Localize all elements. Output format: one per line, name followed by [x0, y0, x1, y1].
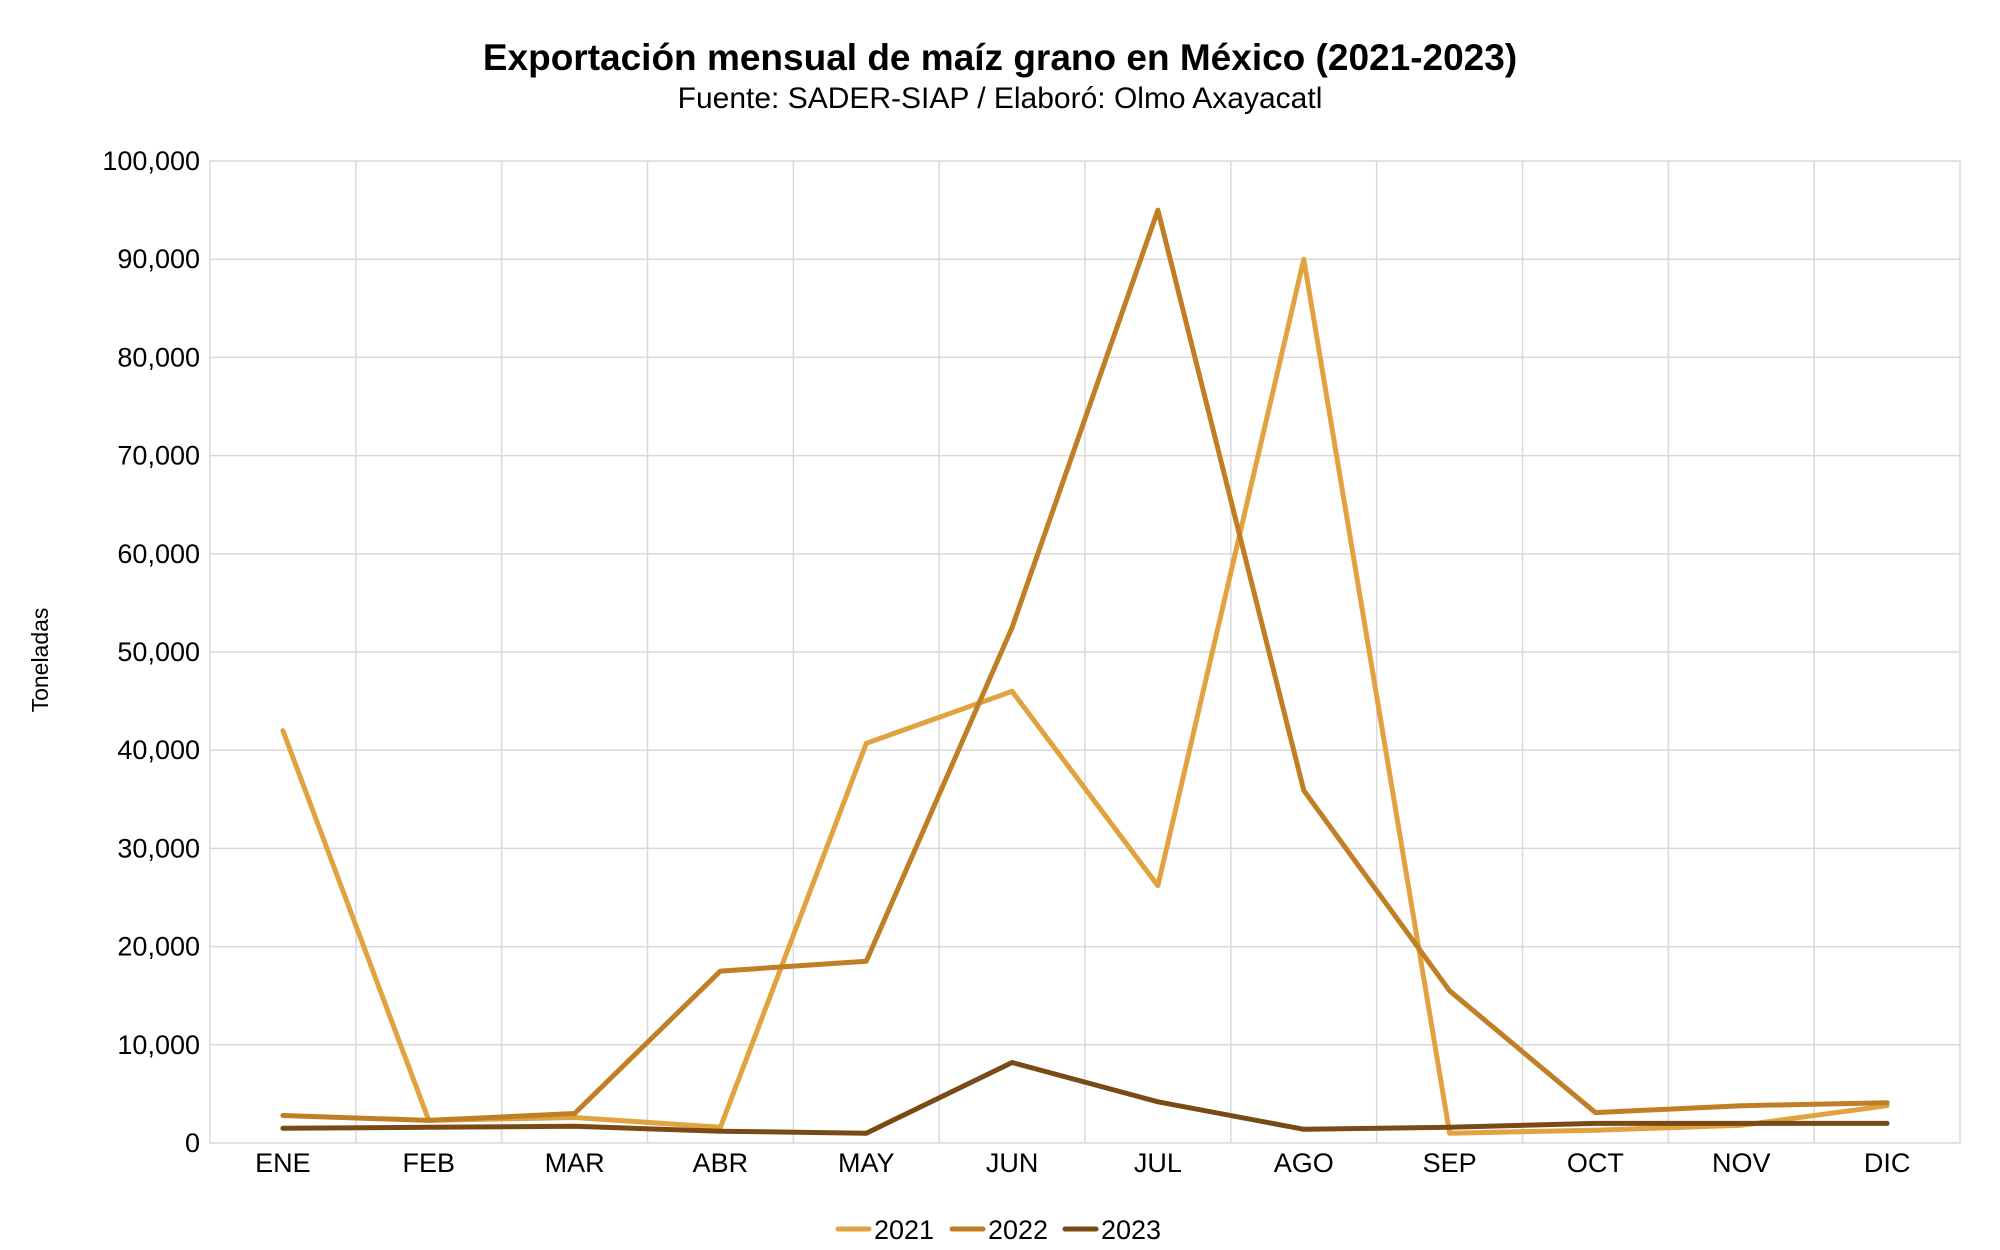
x-tick-label: ABR: [693, 1148, 749, 1178]
y-axis-title: Toneladas: [27, 608, 53, 713]
legend-label: 2021: [874, 1215, 934, 1245]
series-2021: [280, 256, 1890, 1136]
legend-item-2022: 2022: [949, 1215, 1048, 1245]
y-tick-label: 50,000: [117, 637, 200, 667]
x-tick-label: FEB: [402, 1148, 455, 1178]
x-tick-label: DIC: [1864, 1148, 1911, 1178]
chart-subtitle: Fuente: SADER-SIAP / Elaboró: Olmo Axaya…: [678, 82, 1323, 115]
chart-title: Exportación mensual de maíz grano en Méx…: [483, 37, 1517, 78]
y-tick-label: 90,000: [117, 244, 200, 274]
x-tick-label: NOV: [1712, 1148, 1771, 1178]
x-axis-ticks: ENE FEB MAR ABR MAY JUN JUL AGO SEP OCT NOV DIC: [255, 1148, 1910, 1178]
legend: 2021 2022 2023: [835, 1215, 1161, 1245]
legend-item-2023: 2023: [1062, 1215, 1161, 1245]
x-tick-label: ENE: [255, 1148, 311, 1178]
series-2022: [280, 207, 1890, 1123]
series-line-2022: [280, 207, 1890, 1123]
y-tick-label: 0: [185, 1128, 200, 1158]
x-tick-label: JUN: [986, 1148, 1039, 1178]
y-tick-label: 40,000: [117, 735, 200, 765]
y-tick-label: 80,000: [117, 342, 200, 372]
x-tick-label: AGO: [1274, 1148, 1334, 1178]
legend-item-2021: 2021: [835, 1215, 934, 1245]
y-tick-label: 60,000: [117, 539, 200, 569]
x-tick-label: OCT: [1567, 1148, 1624, 1178]
x-tick-label: SEP: [1423, 1148, 1477, 1178]
series-2023: [280, 1060, 1890, 1136]
x-tick-label: JUL: [1134, 1148, 1182, 1178]
series-line-2023: [280, 1060, 1890, 1136]
x-tick-label: MAY: [838, 1148, 895, 1178]
x-tick-label: MAR: [545, 1148, 605, 1178]
series-lines: [280, 207, 1890, 1136]
y-tick-label: 70,000: [117, 441, 200, 471]
y-tick-label: 30,000: [117, 833, 200, 863]
legend-label: 2022: [988, 1215, 1048, 1245]
y-tick-label: 20,000: [117, 932, 200, 962]
y-tick-label: 100,000: [102, 146, 200, 176]
series-line-2021: [280, 256, 1890, 1136]
y-tick-label: 10,000: [117, 1030, 200, 1060]
y-axis-ticks: 0 10,000 20,000 30,000 40,000 50,000 60,000 70,…: [102, 146, 200, 1158]
legend-label: 2023: [1101, 1215, 1161, 1245]
gridlines: [209, 160, 1961, 1144]
